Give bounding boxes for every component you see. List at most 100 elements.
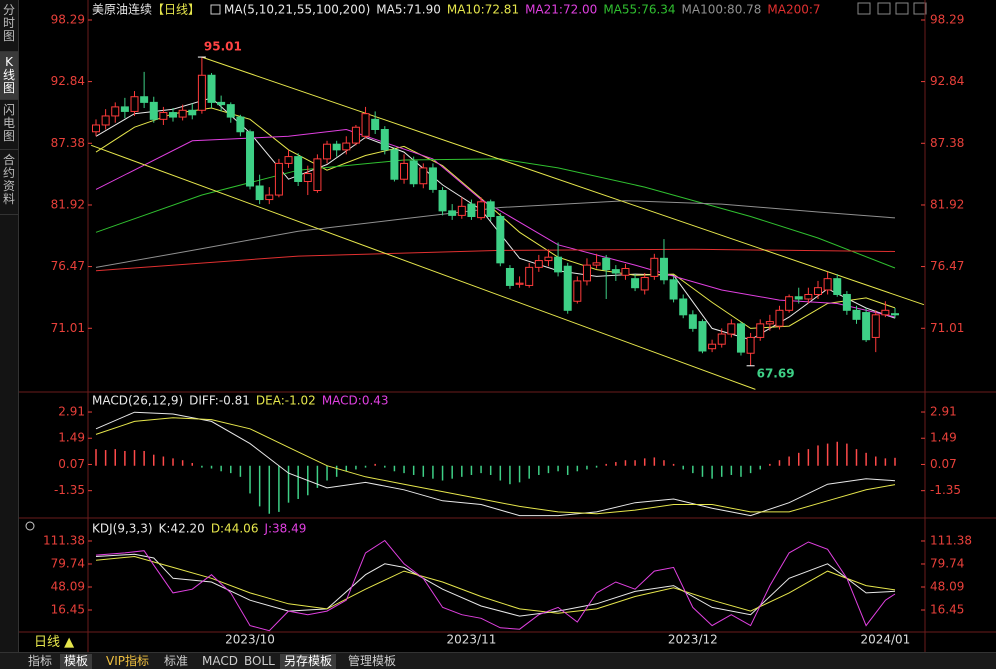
candle-body (197, 74, 206, 111)
y-tick-label: 71.01 (51, 321, 85, 335)
candle-body (823, 278, 832, 291)
legend-label: DEA:-1.02 (256, 394, 316, 408)
bottom-tab[interactable]: 管理模板 (348, 654, 397, 668)
candle-body (140, 96, 149, 103)
icon[interactable] (877, 2, 891, 15)
bottom-tab[interactable]: 指标 (28, 654, 53, 668)
bottom-tab[interactable]: VIP指标 (106, 654, 149, 668)
candle-body (120, 106, 129, 112)
candle-body (698, 321, 707, 352)
sidebar-tab[interactable]: 闪电图 (0, 100, 18, 150)
bottom-tab[interactable]: 标准 (164, 654, 189, 668)
candle-body (467, 203, 476, 218)
y-tick-label: 0.07 (58, 457, 85, 471)
icon[interactable] (857, 2, 871, 15)
icon[interactable] (895, 2, 909, 15)
macd-line (95, 411, 896, 517)
y-tick-label: 16.45 (930, 603, 964, 617)
candle-body (525, 266, 534, 286)
legend-label: MA(5,10,21,55,100,200) (224, 3, 370, 17)
y-tick-label: 1.49 (58, 431, 85, 445)
legend-label: MA21:72.00 (525, 3, 597, 17)
candle-body (563, 265, 572, 311)
candle-body (534, 260, 543, 268)
candle-body (496, 216, 505, 264)
candle-body (621, 267, 630, 276)
candle-body (323, 143, 332, 160)
annotation: 95.01 (204, 40, 242, 54)
bottom-tab[interactable]: BOLL (244, 654, 275, 668)
candle-body (515, 282, 524, 285)
candle-body (351, 126, 360, 144)
candle-body (775, 309, 784, 327)
candle-body (833, 278, 842, 295)
candle-body (400, 162, 409, 180)
legend-label: K:42.20 (159, 522, 205, 536)
candle-body (881, 309, 890, 316)
candle-body (284, 156, 293, 164)
annotation: 67.69 (757, 366, 795, 380)
y-tick-label: 16.45 (51, 603, 85, 617)
legend-label: J:38.49 (263, 522, 306, 536)
candle-body (727, 323, 736, 335)
legend-label: MA55:76.34 (603, 3, 675, 17)
candle-body (274, 162, 283, 196)
candle-body (390, 149, 399, 180)
candle-body (582, 264, 591, 282)
icon[interactable] (913, 2, 927, 15)
y-tick-label: 48.09 (51, 579, 85, 593)
sidebar-tab[interactable]: 分时图 (0, 0, 18, 52)
candle-body (891, 313, 899, 316)
bottom-tab[interactable]: 另存模板 (280, 654, 337, 669)
candle-body (679, 298, 688, 316)
candle-body (159, 112, 168, 120)
candle-body (842, 293, 851, 311)
y-tick-label: 87.38 (51, 136, 85, 150)
candle-body (236, 116, 245, 133)
candle-body (650, 257, 659, 277)
candle-body (265, 194, 274, 201)
ma-line (95, 97, 896, 341)
y-tick-label: 79.74 (930, 556, 964, 570)
sidebar-tab[interactable]: K线图 (0, 52, 18, 100)
macd-line (95, 417, 896, 515)
candle-body (101, 115, 110, 126)
y-tick-label: 81.92 (51, 197, 85, 211)
ma-line (95, 107, 896, 329)
candle-body (313, 158, 322, 192)
candle-body (169, 112, 178, 118)
candle-body (640, 277, 649, 291)
legend-label: DIFF:-0.81 (189, 394, 250, 408)
bottom-bar: 指标 模板 VIP指标 标准 MACD BOLL 另存模板 管理模板 (0, 652, 996, 669)
sidebar-tab[interactable]: 合约资料 (0, 150, 18, 215)
y-tick-label: 98.29 (51, 13, 85, 27)
trendline (201, 56, 925, 306)
y-tick-label: -1.35 (54, 483, 85, 497)
y-tick-label: 1.49 (930, 431, 957, 445)
candle-body (342, 142, 351, 151)
period-button[interactable]: 日线 ▲ (34, 635, 75, 650)
candle-body (871, 314, 880, 338)
bottom-tab[interactable]: 模板 (60, 654, 93, 669)
candle-body (611, 269, 620, 274)
y-tick-label: 79.74 (51, 556, 85, 570)
candle-body (813, 287, 822, 295)
candle-body (756, 323, 765, 338)
candle-body (794, 296, 803, 300)
kdj-line (95, 555, 896, 614)
candle-body (746, 336, 755, 354)
candle-body (217, 101, 226, 106)
candle-body (149, 101, 158, 120)
candle-body (111, 106, 120, 117)
candle-body (428, 167, 437, 190)
y-tick-label: 71.01 (930, 321, 964, 335)
legend-label: MA200:7 (767, 3, 820, 17)
icon[interactable] (210, 4, 221, 15)
candle-body (130, 96, 139, 112)
bottom-tab[interactable]: MACD (202, 654, 238, 668)
y-tick-label: 111.38 (43, 533, 85, 547)
y-tick-label: 98.29 (930, 13, 964, 27)
y-tick-label: 76.47 (51, 259, 85, 273)
y-tick-label: 92.84 (51, 74, 85, 88)
settings-icon[interactable] (25, 521, 35, 531)
